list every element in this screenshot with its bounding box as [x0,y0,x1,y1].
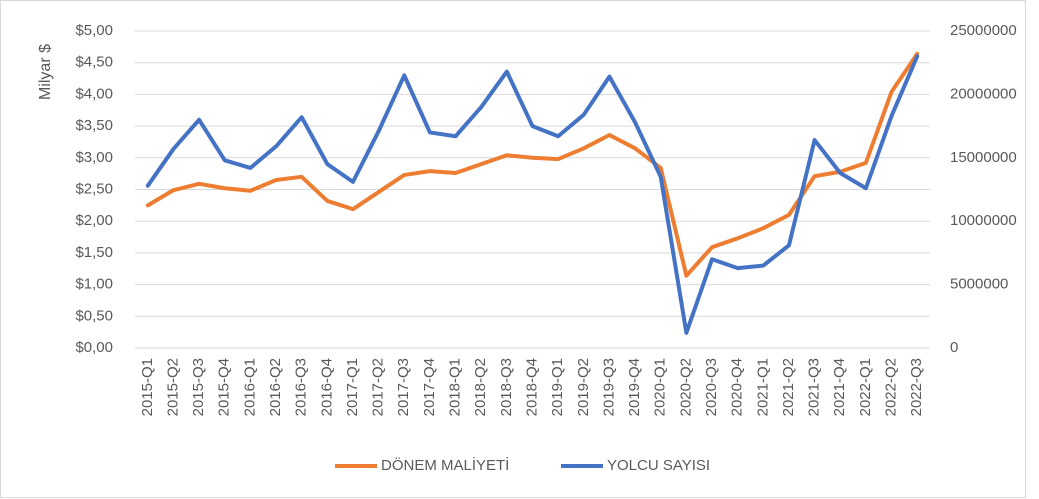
y2-tick-label: 25000000 [950,22,1017,39]
y2-tick-label: 10000000 [950,212,1017,229]
x-tick-label: 2020-Q1 [652,358,669,416]
y-tick-label: $4,50 [75,54,113,71]
x-tick-label: 2021-Q3 [806,358,823,416]
x-tick-label: 2017-Q4 [421,358,438,416]
x-tick-label: 2015-Q2 [164,358,181,416]
y-tick-label: $2,00 [75,212,113,229]
y2-tick-label: 5000000 [950,276,1008,293]
x-tick-label: 2018-Q3 [498,358,515,416]
y-tick-label: $0,50 [75,307,113,324]
x-tick-label: 2017-Q1 [344,358,361,416]
legend-label: YOLCU SAYISI [607,457,710,474]
x-tick-label: 2021-Q1 [754,358,771,416]
y2-tick-label: 0 [950,339,958,356]
y-axis-label: Milyar $ [37,44,54,100]
series-line [145,54,920,335]
x-tick-label: 2015-Q1 [139,358,156,416]
x-tick-label: 2022-Q1 [857,358,874,416]
x-tick-label: 2020-Q2 [677,358,694,416]
x-tick-label: 2019-Q3 [600,358,617,416]
x-tick-label: 2016-Q4 [318,358,335,416]
y-tick-label: $3,00 [75,149,113,166]
y-tick-label: $4,00 [75,85,113,102]
x-tick-label: 2019-Q2 [575,358,592,416]
y-tick-label: $1,50 [75,244,113,261]
x-tick-label: 2021-Q4 [831,358,848,416]
x-tick-label: 2015-Q4 [216,358,233,416]
y-tick-label: $5,00 [75,22,113,39]
x-tick-label: 2021-Q2 [780,358,797,416]
x-tick-label: 2016-Q2 [267,358,284,416]
y2-tick-label: 20000000 [950,85,1017,102]
y-tick-label: $3,50 [75,117,113,134]
x-tick-label: 2018-Q2 [472,358,489,416]
x-tick-label: 2020-Q3 [703,358,720,416]
y-tick-label: $0,00 [75,339,113,356]
y2-tick-label: 15000000 [950,149,1017,166]
y-tick-label: $2,50 [75,180,113,197]
x-tick-label: 2016-Q1 [241,358,258,416]
x-tick-label: 2015-Q3 [190,358,207,416]
x-tick-label: 2019-Q1 [549,358,566,416]
x-tick-label: 2018-Q1 [447,358,464,416]
x-tick-label: 2020-Q4 [729,358,746,416]
y-tick-label: $1,00 [75,276,113,293]
x-tick-label: 2016-Q3 [293,358,310,416]
series-line [145,51,920,278]
x-tick-label: 2017-Q2 [370,358,387,416]
x-tick-label: 2022-Q3 [908,358,925,416]
legend-label: DÖNEM MALİYETİ [381,456,509,474]
x-tick-label: 2022-Q2 [883,358,900,416]
x-tick-label: 2017-Q3 [395,358,412,416]
x-tick-label: 2019-Q4 [626,358,643,416]
x-tick-label: 2018-Q4 [523,358,540,416]
